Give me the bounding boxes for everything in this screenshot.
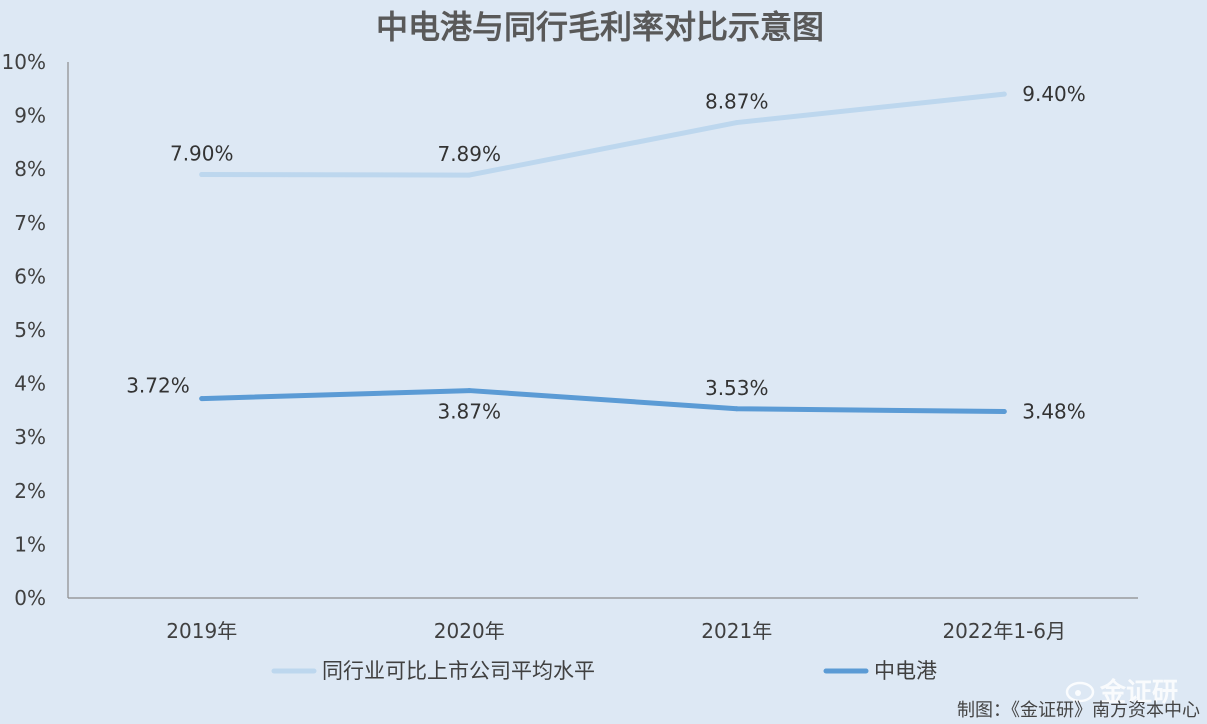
y-tick-label: 7% [14, 211, 46, 235]
x-tick-label: 2022年1-6月 [942, 619, 1066, 643]
legend-label: 同行业可比上市公司平均水平 [322, 659, 595, 683]
x-tick-label: 2019年 [166, 619, 237, 643]
series-line [199, 91, 1007, 178]
series-line [199, 388, 1007, 414]
data-point [466, 388, 472, 394]
data-label: 9.40% [1022, 82, 1086, 106]
data-point [199, 172, 205, 178]
weibo-icon [1065, 681, 1095, 703]
y-tick-label: 9% [14, 104, 46, 128]
y-tick-label: 1% [14, 532, 46, 556]
y-tick-label: 4% [14, 372, 46, 396]
x-tick-label: 2020年 [434, 619, 505, 643]
credit-text: 制图：《金证研》南方资本中心 [957, 700, 1200, 721]
series-lines [199, 91, 1007, 414]
data-point [734, 406, 740, 412]
data-label: 3.53% [705, 376, 769, 400]
data-label: 3.72% [126, 374, 190, 398]
watermark-text: 金证研 [1099, 677, 1178, 708]
data-label: 3.48% [1022, 399, 1086, 423]
data-point [1001, 408, 1007, 414]
axes [67, 62, 1138, 599]
data-point [1001, 91, 1007, 97]
y-tick-label: 10% [2, 50, 46, 74]
x-axis-ticks: 2019年 2020年 2021年 2022年1-6月 [166, 619, 1066, 643]
y-axis-ticks: 0% 1% 2% 3% 4% 5% 6% 7% 8% 9% 10% [2, 50, 46, 610]
data-labels: 7.90% 7.89% 8.87% 9.40% 3.72% 3.87% 3.53% 3.48% [126, 82, 1086, 423]
data-point [199, 396, 205, 402]
data-label: 7.89% [437, 142, 501, 166]
x-tick-label: 2021年 [701, 619, 772, 643]
y-tick-label: 5% [14, 318, 46, 342]
y-tick-label: 6% [14, 264, 46, 288]
data-label: 8.87% [705, 90, 769, 114]
data-point [466, 172, 472, 178]
y-tick-label: 3% [14, 425, 46, 449]
y-tick-label: 2% [14, 479, 46, 503]
footer: 金证研 制图：《金证研》南方资本中心 [957, 677, 1200, 721]
y-tick-label: 0% [14, 586, 46, 610]
y-tick-label: 8% [14, 157, 46, 181]
data-point [734, 120, 740, 126]
legend-label: 中电港 [874, 659, 937, 683]
chart-title: 中电港与同行毛利率对比示意图 [376, 8, 824, 46]
data-label: 3.87% [437, 400, 501, 424]
legend: 同行业可比上市公司平均水平 中电港 [271, 659, 937, 683]
data-label: 7.90% [170, 142, 234, 166]
